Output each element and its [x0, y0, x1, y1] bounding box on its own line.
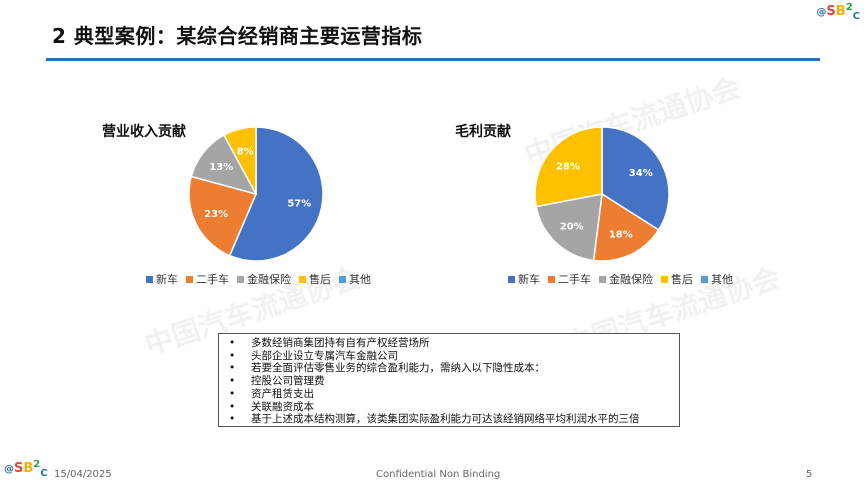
logo-b: B [23, 461, 34, 476]
legend-swatch [599, 275, 606, 283]
data-label-二手车: 18% [609, 230, 633, 241]
legend-label: 二手车 [196, 273, 229, 286]
note-item: • 控股公司管理费 [227, 375, 671, 388]
legend-item: 二手车 [186, 271, 229, 287]
notes-list: • 多数经销商集团持有自有产权经营场所 • 头部企业设立专属汽车金融公司 • 若要全面评估… [227, 337, 671, 426]
pie-slice-新车 [228, 126, 324, 262]
logo-s: S [14, 461, 24, 476]
note-text: 头部企业设立专属汽车金融公司 [251, 349, 398, 362]
logo-two: 2 [845, 2, 853, 13]
legend-label: 二手车 [558, 273, 591, 286]
gross-profit-chart-legend: 新车 二手车 金融保险 售后 其他 [508, 271, 733, 287]
data-label-新车: 57% [287, 198, 311, 209]
note-text: 基于上述成本结构测算，该类集团实际盈利能力可达该经销网络平均利润水平的三倍 [251, 413, 640, 426]
legend-label: 售后 [671, 273, 693, 286]
bullet: • [229, 362, 236, 375]
logo-s: S [826, 4, 836, 19]
bullet: • [229, 337, 236, 349]
legend-label: 售后 [309, 273, 331, 286]
notes-box: • 多数经销商集团持有自有产权经营场所 • 头部企业设立专属汽车金融公司 • 若要全面评估… [218, 333, 680, 427]
logo-b: B [835, 4, 846, 19]
footer-date: 15/04/2025 [54, 469, 112, 480]
legend-item: 二手车 [548, 271, 591, 287]
legend-swatch [339, 275, 346, 283]
pie-slice-二手车 [188, 175, 258, 257]
pie-slice-金融保险 [535, 193, 603, 262]
legend-label: 金融保险 [609, 273, 653, 286]
gross-profit-pie-chart: 34% 18% 20% 28% [534, 126, 670, 262]
legend-label: 其他 [349, 273, 371, 286]
data-label-新车: 34% [629, 168, 653, 179]
legend-label: 新车 [518, 273, 540, 286]
data-label-售后: 28% [556, 161, 580, 172]
legend-swatch [299, 275, 306, 283]
legend-item: 新车 [146, 271, 178, 287]
data-label-售后: 8% [237, 147, 254, 158]
legend-item: 新车 [508, 271, 540, 287]
pie-slice-二手车 [592, 192, 660, 262]
pie-slice-售后 [534, 126, 603, 208]
note-text: 多数经销商集团持有自有产权经营场所 [251, 337, 430, 349]
revenue-chart-legend: 新车 二手车 金融保险 售后 其他 [146, 271, 371, 287]
logo-at: @ [4, 464, 14, 475]
legend-swatch [146, 275, 153, 283]
logo-c: C [40, 468, 48, 479]
data-label-二手车: 23% [204, 209, 228, 220]
data-label-金融保险: 20% [560, 222, 584, 233]
data-label-金融保险: 13% [209, 162, 233, 173]
legend-item: 售后 [299, 271, 331, 287]
note-item: • 资产租赁支出 [227, 388, 671, 401]
sb2c-logo-footer: @SB2C [4, 459, 48, 479]
legend-item: 售后 [661, 271, 693, 287]
note-text: 关联融资成本 [251, 400, 314, 413]
logo-two: 2 [33, 459, 41, 470]
note-text: 资产租赁支出 [251, 387, 314, 400]
note-item: • 头部企业设立专属汽车金融公司 [227, 350, 671, 363]
legend-swatch [508, 275, 515, 283]
title-divider [46, 58, 820, 61]
logo-at: @ [816, 7, 827, 18]
legend-swatch [701, 275, 708, 283]
footer-confidential: Confidential Non Binding [376, 469, 501, 480]
bullet: • [229, 400, 236, 413]
sb2c-logo: @SB2C [816, 2, 860, 22]
logo-c: C [852, 11, 860, 22]
legend-swatch [661, 275, 668, 283]
legend-item: 其他 [339, 271, 371, 287]
legend-label: 其他 [711, 273, 733, 286]
note-item: • 多数经销商集团持有自有产权经营场所 [227, 337, 671, 350]
legend-item: 金融保险 [237, 271, 291, 287]
note-item: • 关联融资成本 [227, 401, 671, 414]
footer-page-number: 5 [806, 469, 813, 480]
legend-label: 新车 [156, 273, 178, 286]
pie-slice-售后 [222, 126, 257, 195]
legend-item: 其他 [701, 271, 733, 287]
gross-profit-chart-title: 毛利贡献 [455, 124, 511, 140]
legend-swatch [186, 275, 193, 283]
legend-swatch [548, 275, 555, 283]
legend-item: 金融保险 [599, 271, 653, 287]
note-item: • 若要全面评估零售业务的综合盈利能力，需纳入以下隐性成本： [227, 362, 671, 375]
note-text: 控股公司管理费 [251, 375, 325, 388]
legend-swatch [237, 275, 244, 283]
note-text: 若要全面评估零售业务的综合盈利能力，需纳入以下隐性成本： [251, 362, 545, 375]
note-item: • 基于上述成本结构测算，该类集团实际盈利能力可达该经销网络平均利润水平的三倍 [227, 413, 671, 426]
bullet: • [229, 413, 236, 426]
bullet: • [229, 387, 236, 400]
revenue-chart-title: 营业收入贡献 [102, 124, 186, 140]
revenue-pie-chart: 57% 23% 13% 8% [188, 126, 324, 262]
legend-label: 金融保险 [247, 273, 291, 286]
bullet: • [229, 375, 236, 388]
page-title: 2 典型案例：某综合经销商主要运营指标 [52, 24, 423, 48]
bullet: • [229, 349, 236, 362]
